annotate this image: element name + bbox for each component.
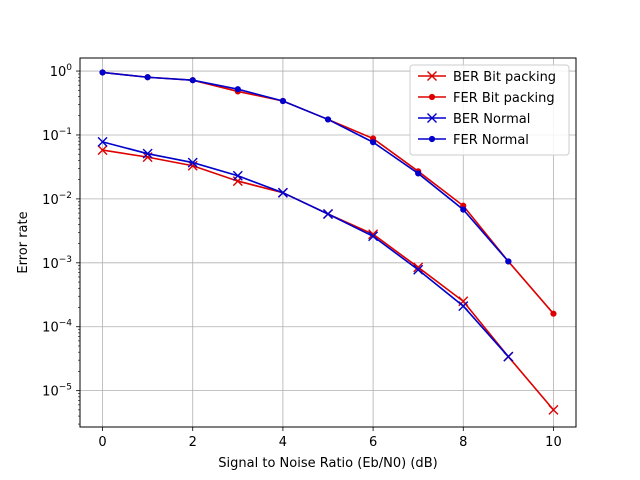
data-point bbox=[505, 258, 512, 265]
x-tick-label: 2 bbox=[189, 435, 197, 450]
legend-item: FER Normal bbox=[418, 133, 529, 148]
data-point bbox=[324, 116, 332, 123]
series-fer-normal bbox=[99, 69, 512, 265]
x-tick-label: 4 bbox=[279, 435, 287, 450]
x-axis-label: Signal to Noise Ratio (Eb/N0) (dB) bbox=[218, 456, 437, 471]
axis-ticks: 0 2 4 6 8 10 10−5 10−4 10−3 10−2 10−1 100 bbox=[42, 63, 562, 450]
x-tick-label: 0 bbox=[98, 435, 106, 450]
x-tick-label: 8 bbox=[459, 435, 467, 450]
series-line bbox=[102, 149, 555, 411]
legend-item: FER Bit packing bbox=[418, 91, 555, 106]
data-point bbox=[413, 262, 424, 273]
data-point bbox=[187, 157, 198, 168]
data-point bbox=[369, 139, 377, 146]
data-point bbox=[142, 148, 153, 159]
data-point bbox=[189, 77, 196, 84]
data-point bbox=[232, 170, 243, 181]
data-point bbox=[277, 187, 288, 198]
legend-label: FER Normal bbox=[453, 133, 529, 148]
series-line bbox=[102, 141, 509, 358]
legend: BER Bit packing FER Bit packing BER Normal… bbox=[409, 64, 570, 156]
data-point bbox=[428, 93, 436, 101]
data-point bbox=[550, 310, 557, 317]
y-tick-label: 100 bbox=[50, 63, 73, 80]
legend-label: FER Bit packing bbox=[453, 91, 555, 106]
legend-label: BER Normal bbox=[453, 112, 530, 127]
y-tick-label: 10−5 bbox=[42, 383, 72, 400]
series-line bbox=[102, 71, 509, 262]
data-point bbox=[368, 231, 379, 242]
legend-item: BER Bit packing bbox=[418, 70, 556, 85]
data-point bbox=[460, 206, 467, 213]
legend-box bbox=[409, 64, 570, 156]
data-point bbox=[503, 351, 514, 362]
data-point bbox=[323, 209, 333, 220]
data-point bbox=[428, 135, 436, 143]
legend-item: BER Normal bbox=[418, 112, 530, 127]
data-point bbox=[279, 97, 287, 105]
y-tick-label: 10−1 bbox=[42, 127, 72, 144]
legend-label: BER Bit packing bbox=[453, 70, 556, 85]
x-tick-label: 10 bbox=[545, 435, 562, 450]
data-point bbox=[368, 229, 379, 240]
y-tick-label: 10−4 bbox=[42, 319, 72, 336]
x-tick-label: 6 bbox=[369, 435, 377, 450]
data-point bbox=[99, 69, 106, 76]
data-point bbox=[427, 71, 437, 81]
data-point bbox=[413, 264, 424, 275]
series-layer bbox=[97, 69, 559, 415]
y-tick-label: 10−3 bbox=[42, 255, 72, 272]
data-point bbox=[458, 301, 469, 312]
plot-frame bbox=[79, 57, 577, 428]
series-ber-normal bbox=[97, 136, 514, 362]
y-tick-label: 10−2 bbox=[42, 191, 72, 208]
data-point bbox=[97, 136, 108, 147]
data-point bbox=[415, 170, 422, 177]
data-point bbox=[144, 74, 151, 81]
data-point bbox=[97, 145, 108, 156]
data-point bbox=[548, 404, 559, 415]
data-point bbox=[427, 113, 437, 123]
series-ber-bit-packing bbox=[97, 145, 559, 415]
data-point bbox=[234, 86, 241, 93]
y-axis-label: Error rate bbox=[16, 211, 31, 273]
